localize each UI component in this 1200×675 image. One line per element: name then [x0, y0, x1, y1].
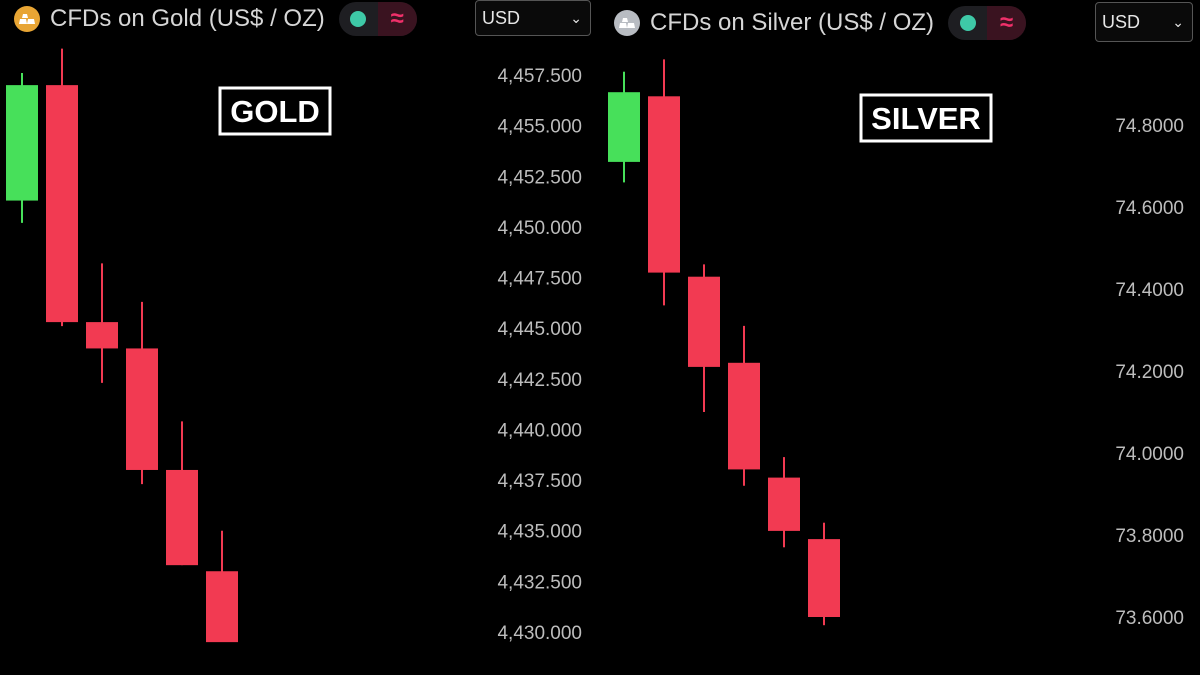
gold-chart-title: CFDs on Gold (US$ / OZ)	[50, 5, 325, 32]
delayed-data-icon: ≈	[377, 2, 417, 36]
candle-body	[126, 348, 158, 470]
market-open-dot-icon	[959, 15, 976, 31]
silver-overlay-label: SILVER	[871, 101, 981, 136]
bullish-candle	[608, 71, 640, 183]
bearish-candle	[728, 325, 760, 486]
y-tick-label: 74.8000	[1115, 116, 1184, 137]
y-tick-label: 4,437.500	[497, 471, 582, 492]
y-tick-label: 74.6000	[1115, 198, 1184, 219]
y-tick-label: 74.4000	[1115, 280, 1184, 301]
y-tick-label: 4,450.000	[497, 218, 582, 239]
y-tick-label: 74.2000	[1115, 362, 1184, 383]
bearish-candle	[808, 522, 840, 626]
silver-chart-panel: 74.8000 74.6000 74.4000 74.2000 74.0000 73.80…	[600, 0, 1200, 675]
gold-bars-icon	[14, 6, 40, 32]
bearish-candle	[46, 48, 78, 327]
bearish-candle	[688, 264, 720, 412]
gold-overlay-label-box	[218, 86, 332, 136]
bearish-candle	[648, 59, 680, 306]
y-tick-label: 4,457.500	[497, 66, 582, 87]
chevron-down-icon: ⌄	[570, 9, 582, 26]
gold-status-pill[interactable]: ≈	[338, 2, 417, 36]
y-tick-label: 73.8000	[1115, 526, 1184, 547]
candle-body	[6, 85, 38, 201]
silver-currency-select[interactable]: USD ⌄	[1095, 2, 1193, 42]
gold-overlay-label: GOLD	[230, 94, 320, 129]
bearish-candle	[768, 457, 800, 548]
y-tick-label: 4,452.500	[497, 167, 582, 188]
y-tick-label: 4,447.500	[497, 269, 582, 290]
candle-body	[688, 276, 720, 367]
silver-chart-title: CFDs on Silver (US$ / OZ)	[650, 9, 935, 36]
y-tick-label: 74.0000	[1115, 444, 1184, 465]
bearish-candle	[126, 301, 158, 485]
candle-body	[768, 477, 800, 531]
silver-bars-icon	[614, 10, 640, 36]
bearish-candle	[86, 263, 118, 383]
y-tick-label: 4,435.000	[497, 522, 582, 543]
candle-body	[728, 362, 760, 470]
candle-body	[808, 539, 840, 617]
silver-overlay-label-box	[859, 93, 993, 143]
silver-currency-value: USD	[1102, 11, 1141, 32]
y-tick-label: 4,455.000	[497, 117, 582, 138]
candle-body	[206, 571, 238, 643]
bearish-candle	[166, 421, 198, 566]
silver-status-pill[interactable]: ≈	[948, 6, 1027, 40]
candle-body	[166, 469, 198, 566]
candle-body	[86, 322, 118, 349]
chevron-down-icon: ⌄	[1172, 13, 1184, 30]
y-tick-label: 4,430.000	[497, 623, 582, 644]
gold-currency-value: USD	[482, 7, 521, 28]
y-tick-label: 4,432.500	[497, 572, 582, 593]
gold-chart-panel: 4,457.500 4,455.000 4,452.500 4,450.000 4,44…	[0, 0, 600, 675]
y-tick-label: 4,442.500	[497, 370, 582, 391]
bullish-candle	[6, 72, 38, 223]
y-tick-label: 73.6000	[1115, 608, 1184, 629]
silver-candlestick-chart[interactable]: 74.8000 74.6000 74.4000 74.2000 74.0000 73.80…	[600, 0, 1200, 675]
market-open-dot-icon	[350, 11, 367, 27]
y-tick-label: 4,440.000	[497, 420, 582, 441]
bearish-candle	[206, 530, 238, 643]
y-tick-label: 4,445.000	[497, 319, 582, 340]
delayed-data-icon: ≈	[987, 6, 1027, 40]
candle-body	[648, 96, 680, 273]
gold-title-row: CFDs on Gold (US$ / OZ) ≈	[14, 0, 417, 38]
candle-body	[608, 92, 640, 162]
gold-candlestick-chart[interactable]: 4,457.500 4,455.000 4,452.500 4,450.000 4,44…	[0, 0, 600, 675]
silver-title-row: CFDs on Silver (US$ / OZ) ≈	[614, 4, 1027, 42]
gold-currency-select[interactable]: USD ⌄	[475, 0, 591, 36]
candle-body	[46, 85, 78, 323]
